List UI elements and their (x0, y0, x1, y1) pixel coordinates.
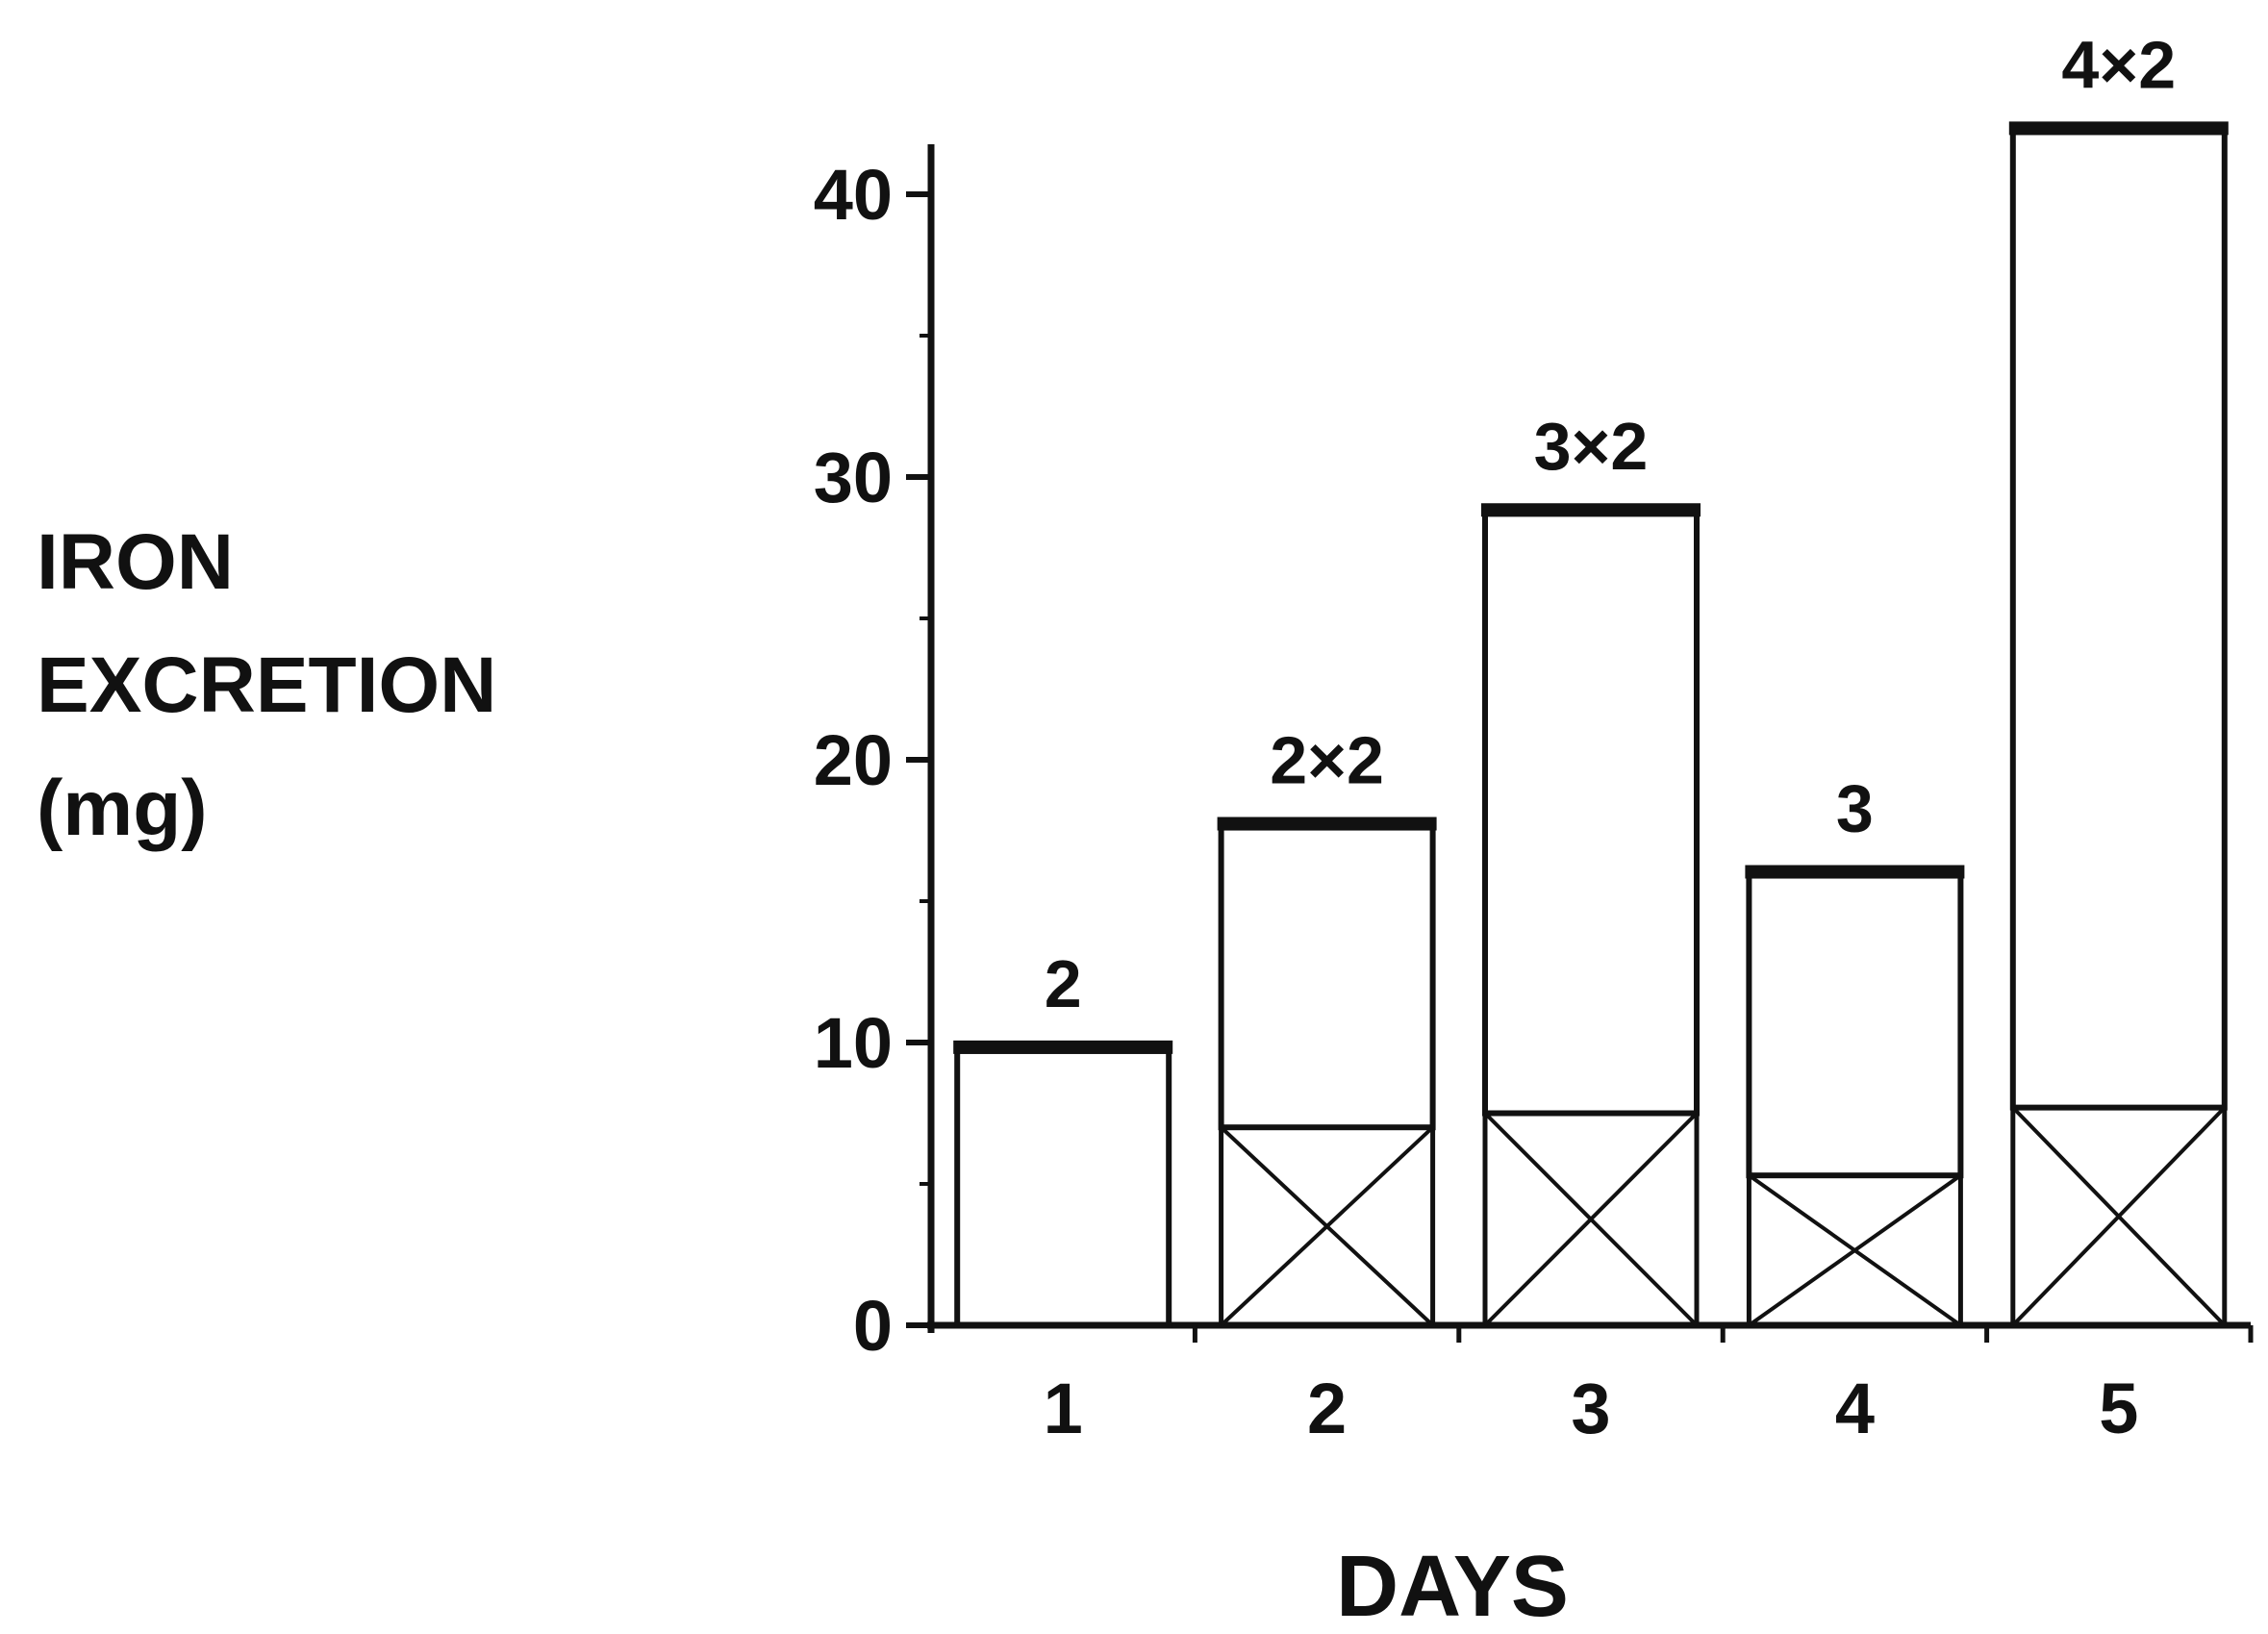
labels: 2 1 2×2 2 3×2 3 3 4 4×2 5 (1044, 27, 2177, 1448)
bar-cross-line (1483, 1112, 1699, 1327)
y-tick-label-10: 10 (814, 1003, 893, 1083)
bar-label-4: 3 (1836, 771, 1874, 846)
bar-upper-segment-1 (954, 1047, 1172, 1328)
y-axis-label-line-2: EXCRETION (37, 641, 496, 729)
bar-label-3: 3×2 (1534, 409, 1649, 484)
x-tick-label-2: 2 (1307, 1369, 1347, 1448)
bar-upper-segment-4 (1746, 872, 1964, 1179)
bar-label-2: 2×2 (1270, 723, 1384, 798)
bar-upper-segment-3 (1482, 511, 1700, 1117)
bar-label-1: 2 (1045, 946, 1082, 1021)
y-axis-label-line-3: (mg) (37, 765, 208, 852)
x-tick-label-5: 5 (2099, 1369, 2138, 1448)
bar-upper-segment-2 (1218, 824, 1436, 1131)
x-tick-label-4: 4 (1835, 1369, 1875, 1448)
x-tick-label-3: 3 (1571, 1369, 1610, 1448)
y-tick-label-40: 40 (814, 155, 893, 235)
y-tick-label-30: 30 (814, 438, 893, 517)
bar-cross-line (1748, 1173, 1962, 1327)
y-tick-label-0: 0 (853, 1286, 893, 1366)
y-axis-label: IRON EXCRETION (mg) (37, 518, 496, 852)
x-axis-label: DAYS (1336, 1539, 1569, 1634)
x-tick-label-1: 1 (1044, 1369, 1083, 1448)
y-axis-label-line-1: IRON (37, 518, 234, 606)
bar-cross-line (1220, 1125, 1434, 1327)
bar-cross-line (2011, 1106, 2227, 1327)
bar-upper-segment-5 (2009, 129, 2228, 1111)
axes: 0 10 20 30 40 (814, 144, 2254, 1366)
y-tick-label-20: 20 (814, 720, 893, 800)
bar-label-5: 4×2 (2061, 27, 2176, 102)
bars (953, 121, 2229, 1328)
